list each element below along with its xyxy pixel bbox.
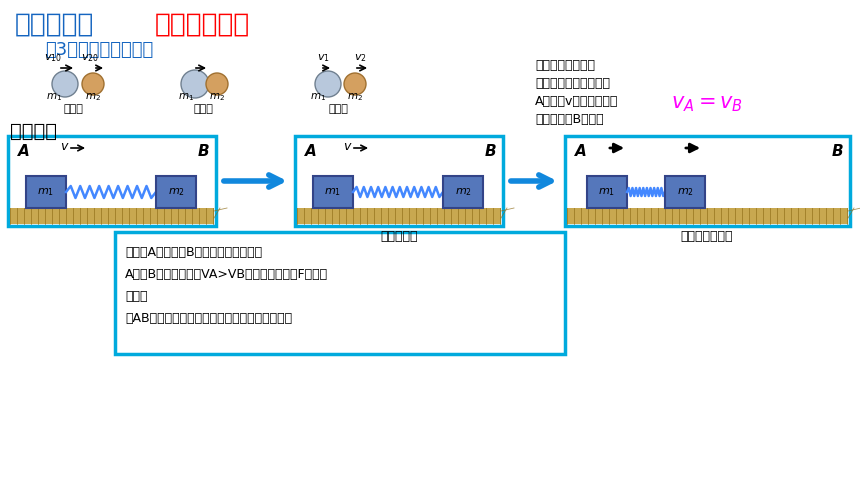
FancyBboxPatch shape <box>665 176 705 208</box>
FancyBboxPatch shape <box>26 176 66 208</box>
FancyBboxPatch shape <box>443 176 483 208</box>
Circle shape <box>315 71 341 97</box>
Text: $m_1$: $m_1$ <box>599 186 616 198</box>
Text: 碰撞过程可以看做: 碰撞过程可以看做 <box>535 59 595 72</box>
Text: $m_2$: $m_2$ <box>677 186 693 198</box>
Text: 碰撞前: 碰撞前 <box>63 104 83 114</box>
Text: B: B <box>485 144 496 159</box>
Text: $v_2$: $v_2$ <box>353 52 366 64</box>
Text: 刚开始A速度大于B速度，弹簧被压缩；: 刚开始A速度大于B速度，弹簧被压缩； <box>125 246 262 259</box>
Circle shape <box>181 70 209 98</box>
Text: 新知讲解：: 新知讲解： <box>15 12 95 38</box>
Text: 的静止物体B运动。: 的静止物体B运动。 <box>535 113 604 126</box>
Text: $m_2$: $m_2$ <box>209 91 225 103</box>
FancyBboxPatch shape <box>565 136 850 226</box>
Circle shape <box>82 73 104 95</box>
Text: 刚接触弹簧: 刚接触弹簧 <box>380 230 418 243</box>
Text: 是光滑水平面上的物体: 是光滑水平面上的物体 <box>535 77 610 90</box>
Text: $m_2$: $m_2$ <box>347 91 363 103</box>
FancyBboxPatch shape <box>10 208 214 224</box>
Text: $v$: $v$ <box>60 140 70 153</box>
Text: A以速度v向连有一弹簧: A以速度v向连有一弹簧 <box>535 95 618 108</box>
Text: 大）；: 大）； <box>125 290 148 303</box>
Text: A: A <box>18 144 30 159</box>
FancyBboxPatch shape <box>313 176 353 208</box>
Text: $v_{20}$: $v_{20}$ <box>81 52 99 64</box>
Text: B: B <box>832 144 844 159</box>
Text: $v_{10}$: $v_{10}$ <box>44 52 62 64</box>
FancyBboxPatch shape <box>115 232 565 354</box>
FancyBboxPatch shape <box>567 208 848 224</box>
Text: $v$: $v$ <box>343 140 353 153</box>
Text: A减速B加速，此过程VA>VB；加速度减小（F弹在增: A减速B加速，此过程VA>VB；加速度减小（F弹在增 <box>125 268 329 281</box>
Text: $m_1$: $m_1$ <box>310 91 326 103</box>
Text: $m_2$: $m_2$ <box>455 186 471 198</box>
FancyBboxPatch shape <box>587 176 627 208</box>
Text: $v_1$: $v_1$ <box>316 52 329 64</box>
Circle shape <box>206 73 228 95</box>
Circle shape <box>344 73 366 95</box>
Circle shape <box>52 71 78 97</box>
Text: $m_1$: $m_1$ <box>324 186 341 198</box>
Text: $m_1$: $m_1$ <box>38 186 54 198</box>
Text: 压缩过程: 压缩过程 <box>10 122 57 141</box>
FancyBboxPatch shape <box>156 176 196 208</box>
Text: 弹簧压缩到最短: 弹簧压缩到最短 <box>681 230 734 243</box>
Text: $m_1$: $m_1$ <box>46 91 62 103</box>
Text: A: A <box>575 144 587 159</box>
Text: A: A <box>305 144 316 159</box>
Text: $m_2$: $m_2$ <box>85 91 101 103</box>
Text: 当AB速度相等时，压缩最最大，弹簧压缩到最短: 当AB速度相等时，压缩最最大，弹簧压缩到最短 <box>125 312 292 325</box>
Text: $m_1$: $m_1$ <box>178 91 194 103</box>
FancyBboxPatch shape <box>295 136 503 226</box>
Text: $m_2$: $m_2$ <box>168 186 185 198</box>
Text: $v_A = v_B$: $v_A = v_B$ <box>671 94 743 114</box>
Text: 碰撞后: 碰撞后 <box>328 104 348 114</box>
FancyBboxPatch shape <box>8 136 216 226</box>
Text: 二、弹性碰撞: 二、弹性碰撞 <box>155 12 250 38</box>
FancyBboxPatch shape <box>297 208 501 224</box>
Text: B: B <box>198 144 210 159</box>
Text: 碰撞时: 碰撞时 <box>193 104 213 114</box>
Text: （3）放慢的碰撞过程: （3）放慢的碰撞过程 <box>45 41 153 59</box>
